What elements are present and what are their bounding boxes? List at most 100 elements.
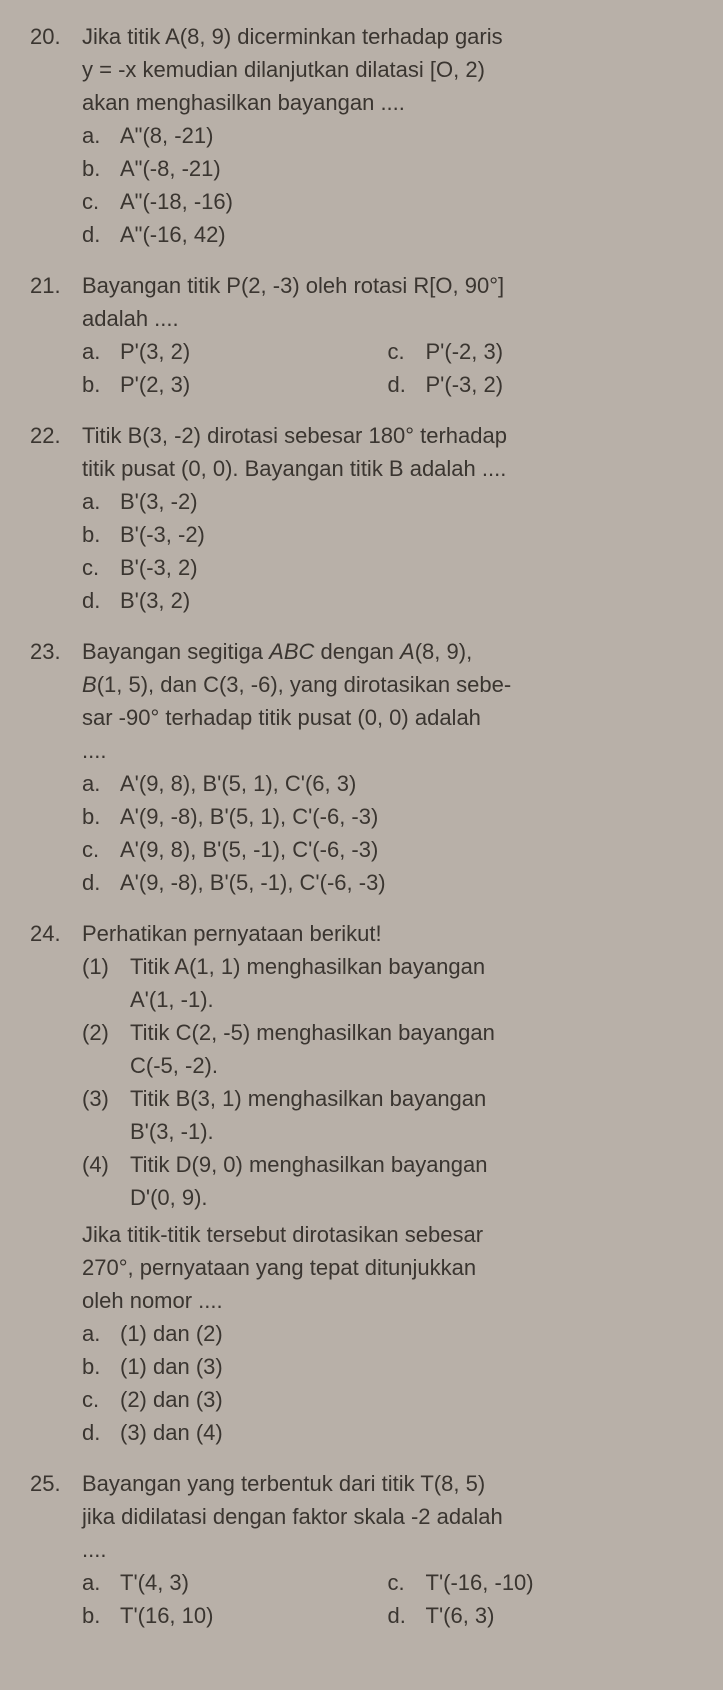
text-line: Bayangan segitiga ABC dengan A(8, 9), xyxy=(82,635,693,668)
text-line: akan menghasilkan bayangan .... xyxy=(82,86,693,119)
sub-item-2: (2) Titik C(2, -5) menghasilkan bayangan xyxy=(82,1016,693,1049)
text-span: Bayangan segitiga xyxy=(82,639,269,664)
option-d: d. A'(9, -8), B'(5, -1), C'(-6, -3) xyxy=(82,866,693,899)
option-label: d. xyxy=(388,1599,426,1632)
option-c: c. P'(-2, 3) xyxy=(388,335,694,368)
option-label: a. xyxy=(82,1317,120,1350)
option-text: B'(3, 2) xyxy=(120,584,693,617)
option-text: A"(-16, 42) xyxy=(120,218,693,251)
sub-items: (1) Titik A(1, 1) menghasilkan bayangan … xyxy=(82,950,693,1214)
option-text: (2) dan (3) xyxy=(120,1383,693,1416)
option-text: P'(2, 3) xyxy=(120,368,388,401)
options-list: a. B'(3, -2) b. B'(-3, -2) c. B'(-3, 2) … xyxy=(82,485,693,617)
question-23: 23. Bayangan segitiga ABC dengan A(8, 9)… xyxy=(30,635,693,899)
option-label: d. xyxy=(82,1416,120,1449)
option-a: a. A"(8, -21) xyxy=(82,119,693,152)
text-italic: ABC xyxy=(269,639,314,664)
text-line: Titik B(3, -2) dirotasi sebesar 180° ter… xyxy=(82,419,693,452)
option-text: A'(9, 8), B'(5, -1), C'(-6, -3) xyxy=(120,833,693,866)
sub-label: (2) xyxy=(82,1016,130,1049)
option-label: c. xyxy=(388,335,426,368)
question-number: 24. xyxy=(30,917,82,950)
option-label: b. xyxy=(82,518,120,551)
sub-text: Titik A(1, 1) menghasilkan bayangan xyxy=(130,950,693,983)
option-label: c. xyxy=(388,1566,426,1599)
question-number: 23. xyxy=(30,635,82,767)
option-b: b. A"(-8, -21) xyxy=(82,152,693,185)
question-number: 21. xyxy=(30,269,82,335)
option-label: b. xyxy=(82,152,120,185)
option-text: A"(-18, -16) xyxy=(120,185,693,218)
option-label: b. xyxy=(82,368,120,401)
option-a: a. (1) dan (2) xyxy=(82,1317,693,1350)
option-text: B'(-3, 2) xyxy=(120,551,693,584)
option-b: b. T'(16, 10) xyxy=(82,1599,388,1632)
text-line: Bayangan titik P(2, -3) oleh rotasi R[O,… xyxy=(82,269,693,302)
option-text: A"(8, -21) xyxy=(120,119,693,152)
option-label: d. xyxy=(82,866,120,899)
options-list: a. A'(9, 8), B'(5, 1), C'(6, 3) b. A'(9,… xyxy=(82,767,693,899)
option-label: a. xyxy=(82,119,120,152)
text-line: Bayangan yang terbentuk dari titik T(8, … xyxy=(82,1467,693,1500)
text-line: .... xyxy=(82,1533,693,1566)
question-number: 25. xyxy=(30,1467,82,1566)
text-line: titik pusat (0, 0). Bayangan titik B ada… xyxy=(82,452,693,485)
options-list: a. (1) dan (2) b. (1) dan (3) c. (2) dan… xyxy=(82,1317,693,1449)
text-line: adalah .... xyxy=(82,302,693,335)
option-d: d. B'(3, 2) xyxy=(82,584,693,617)
option-label: c. xyxy=(82,551,120,584)
text-line: Jika titik-titik tersebut dirotasikan se… xyxy=(82,1218,693,1251)
options-list: a. A"(8, -21) b. A"(-8, -21) c. A"(-18, … xyxy=(82,119,693,251)
option-text: A'(9, -8), B'(5, -1), C'(-6, -3) xyxy=(120,866,693,899)
option-label: b. xyxy=(82,1599,120,1632)
question-24: 24. Perhatikan pernyataan berikut! (1) T… xyxy=(30,917,693,1449)
text-span: (8, 9), xyxy=(415,639,472,664)
option-label: a. xyxy=(82,335,120,368)
sub-item-1: (1) Titik A(1, 1) menghasilkan bayangan xyxy=(82,950,693,983)
option-label: c. xyxy=(82,185,120,218)
question-number: 22. xyxy=(30,419,82,485)
sub-text: Titik D(9, 0) menghasilkan bayangan xyxy=(130,1148,693,1181)
sub-text-cont: D'(0, 9). xyxy=(130,1181,693,1214)
sub-text-cont: C(-5, -2). xyxy=(130,1049,693,1082)
options-list: a. P'(3, 2) b. P'(2, 3) c. P'(-2, 3) d. … xyxy=(82,335,693,401)
sub-text: Titik C(2, -5) menghasilkan bayangan xyxy=(130,1016,693,1049)
option-label: a. xyxy=(82,767,120,800)
option-label: c. xyxy=(82,833,120,866)
option-c: c. A"(-18, -16) xyxy=(82,185,693,218)
option-text: A'(9, 8), B'(5, 1), C'(6, 3) xyxy=(120,767,693,800)
option-label: d. xyxy=(82,584,120,617)
text-italic: A xyxy=(400,639,415,664)
option-label: b. xyxy=(82,800,120,833)
options-list: a. T'(4, 3) b. T'(16, 10) c. T'(-16, -10… xyxy=(82,1566,693,1632)
option-c: c. A'(9, 8), B'(5, -1), C'(-6, -3) xyxy=(82,833,693,866)
option-b: b. P'(2, 3) xyxy=(82,368,388,401)
option-text: T'(16, 10) xyxy=(120,1599,388,1632)
option-label: d. xyxy=(388,368,426,401)
sub-label: (1) xyxy=(82,950,130,983)
question-20: 20. Jika titik A(8, 9) dicerminkan terha… xyxy=(30,20,693,251)
option-c: c. T'(-16, -10) xyxy=(388,1566,694,1599)
text-line: Jika titik A(8, 9) dicerminkan terhadap … xyxy=(82,20,693,53)
followup-text: Jika titik-titik tersebut dirotasikan se… xyxy=(82,1218,693,1317)
option-label: a. xyxy=(82,1566,120,1599)
option-text: B'(3, -2) xyxy=(120,485,693,518)
text-span: dengan xyxy=(314,639,400,664)
option-text: P'(-3, 2) xyxy=(426,368,694,401)
option-text: A'(9, -8), B'(5, 1), C'(-6, -3) xyxy=(120,800,693,833)
option-c: c. B'(-3, 2) xyxy=(82,551,693,584)
option-text: T'(-16, -10) xyxy=(426,1566,694,1599)
question-text: Bayangan yang terbentuk dari titik T(8, … xyxy=(82,1467,693,1566)
question-22: 22. Titik B(3, -2) dirotasi sebesar 180°… xyxy=(30,419,693,617)
text-line: .... xyxy=(82,734,693,767)
option-d: d. (3) dan (4) xyxy=(82,1416,693,1449)
question-text: Jika titik A(8, 9) dicerminkan terhadap … xyxy=(82,20,693,119)
option-text: (3) dan (4) xyxy=(120,1416,693,1449)
sub-item-4: (4) Titik D(9, 0) menghasilkan bayangan xyxy=(82,1148,693,1181)
option-text: T'(6, 3) xyxy=(426,1599,694,1632)
option-text: B'(-3, -2) xyxy=(120,518,693,551)
sub-text-cont: A'(1, -1). xyxy=(130,983,693,1016)
question-25: 25. Bayangan yang terbentuk dari titik T… xyxy=(30,1467,693,1632)
sub-item-3: (3) Titik B(3, 1) menghasilkan bayangan xyxy=(82,1082,693,1115)
question-text: Bayangan segitiga ABC dengan A(8, 9), B(… xyxy=(82,635,693,767)
